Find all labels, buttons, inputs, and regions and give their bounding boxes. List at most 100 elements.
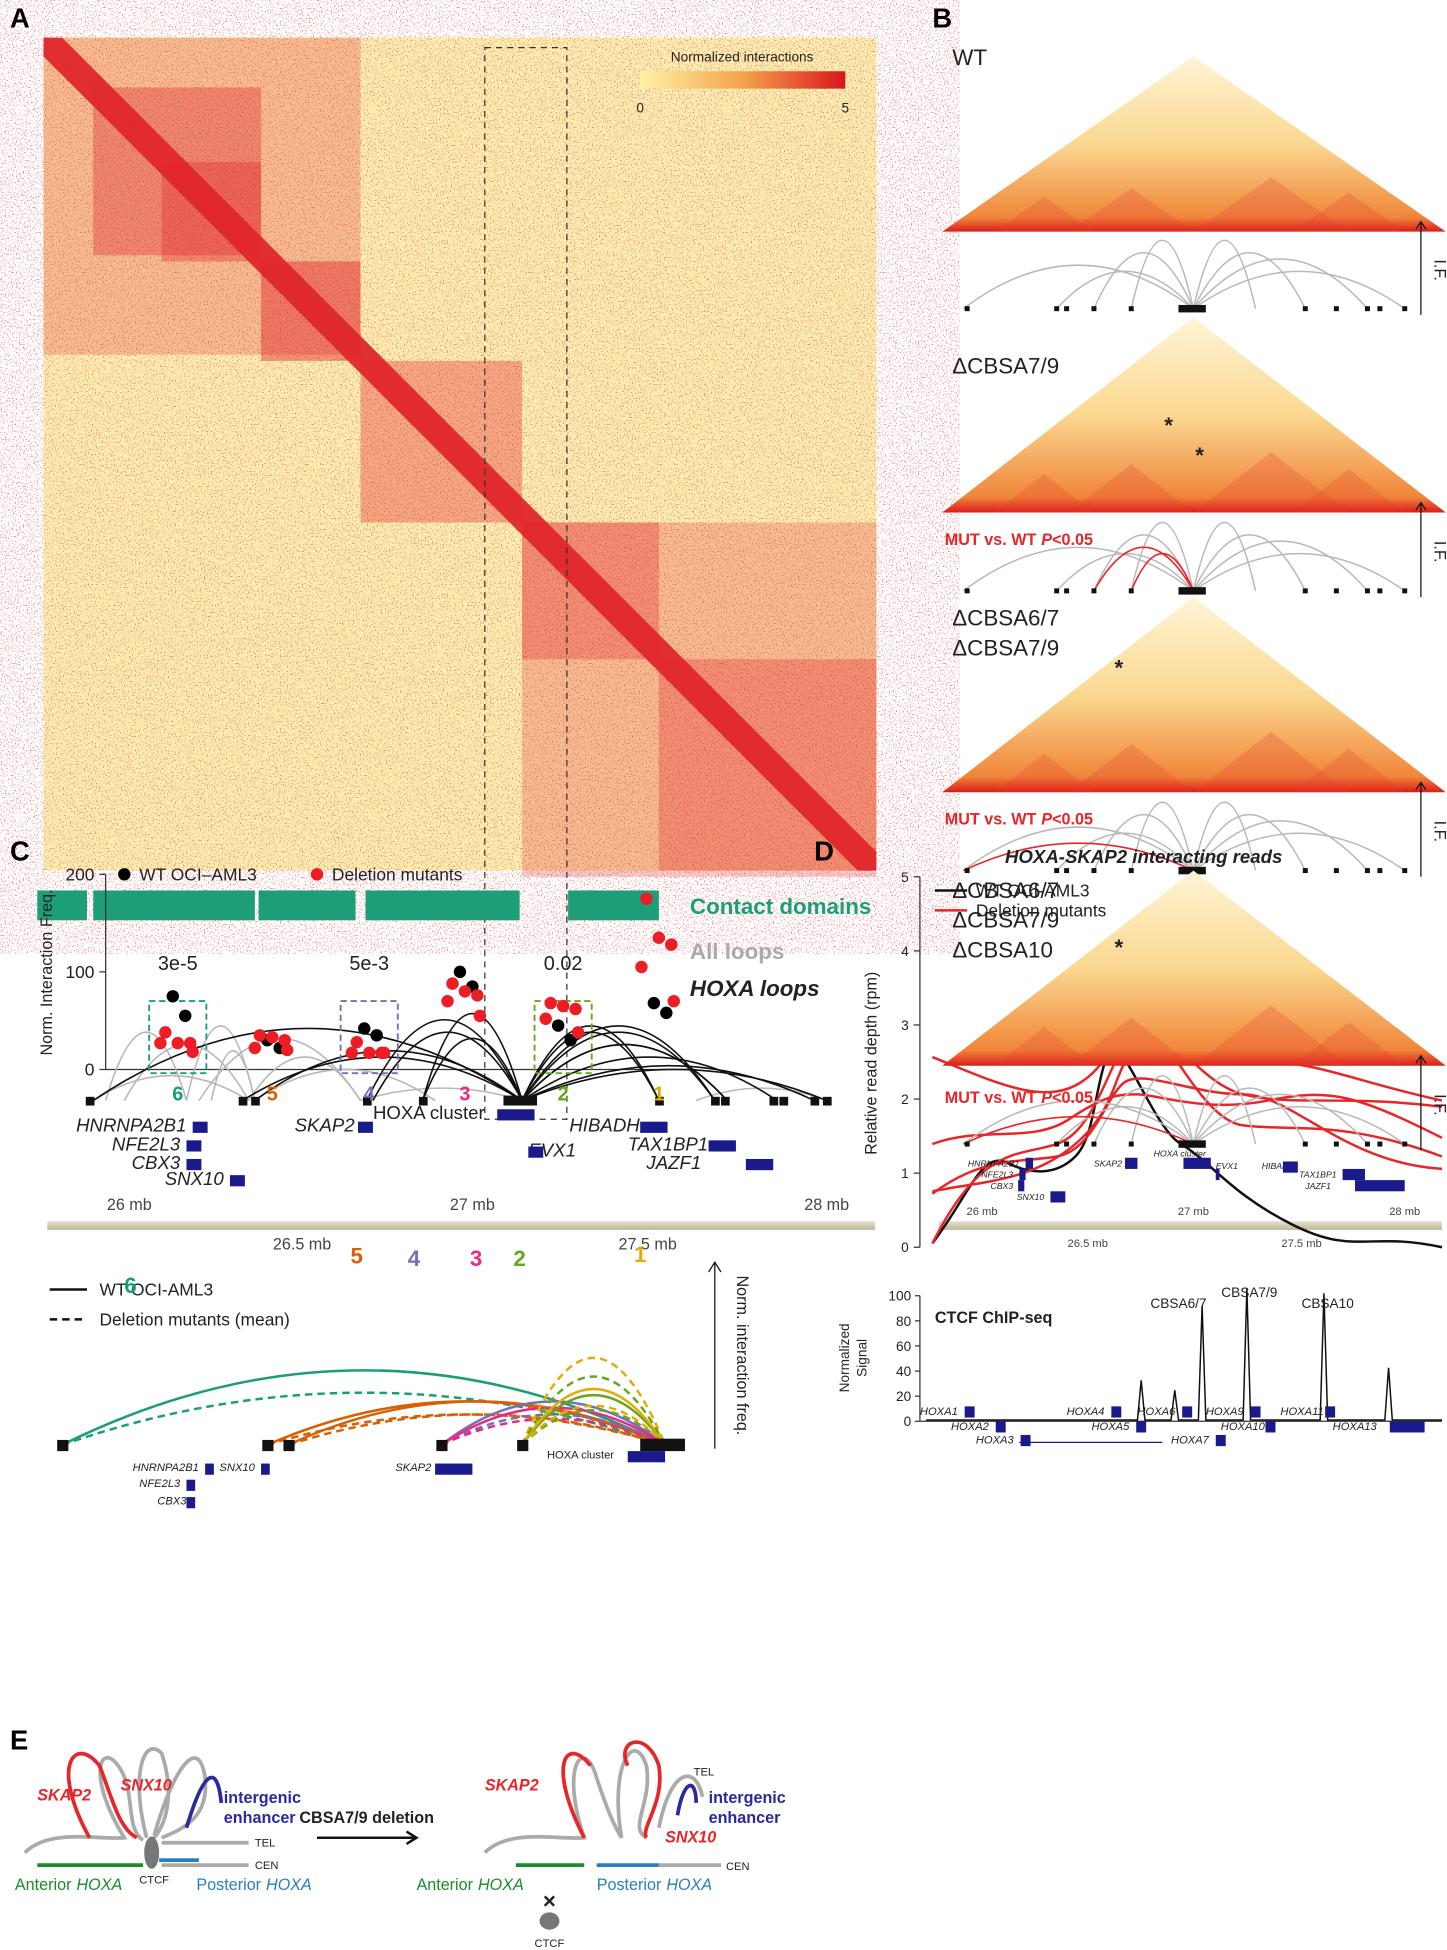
- gene-model: [497, 1109, 535, 1121]
- gene-model: [1215, 1168, 1220, 1181]
- gene-model: [708, 1140, 736, 1152]
- star: *: [1114, 655, 1123, 680]
- gene-model: [1018, 1180, 1025, 1192]
- anchor-cluster: [640, 1438, 685, 1452]
- star: *: [1164, 413, 1173, 438]
- loop: [1192, 1075, 1257, 1145]
- hoxa-name: HOXA: [266, 1876, 312, 1894]
- sig-p: P: [1041, 1089, 1052, 1107]
- sig-p: P: [1041, 531, 1052, 549]
- gene-label: HOXA2: [951, 1421, 990, 1433]
- loop: [1192, 552, 1406, 592]
- hoxa-name: HOXA: [76, 1876, 122, 1894]
- gene-model: [1182, 1406, 1193, 1418]
- loop: [521, 1408, 666, 1446]
- loop: [521, 1056, 778, 1102]
- anchor: [964, 588, 970, 594]
- anchor: [418, 1096, 428, 1106]
- genome-bar: [938, 1221, 1443, 1230]
- if-label: I.F.: [1431, 541, 1447, 563]
- gene-model: [995, 1421, 1006, 1433]
- contact-triangle: [942, 597, 1446, 793]
- enhancer-label: enhancer: [224, 1809, 297, 1827]
- gene-model: [1355, 1180, 1405, 1192]
- condition-label: ΔCBSA6/7: [952, 606, 1059, 631]
- loop: [440, 1400, 666, 1446]
- sub-domain: [1292, 748, 1405, 793]
- anchor: [1364, 1141, 1370, 1147]
- sig-suffix: <0.05: [1052, 1089, 1093, 1107]
- dot: [154, 1036, 167, 1050]
- condition-label: ΔCBSA10: [952, 938, 1053, 963]
- gene-model: [1020, 1434, 1031, 1447]
- loop: [247, 1056, 362, 1101]
- hoxa-name: HOXA: [478, 1876, 524, 1894]
- anchor: [1402, 1141, 1408, 1147]
- anchor: [362, 1096, 372, 1106]
- loop: [287, 1400, 666, 1447]
- loop: [1192, 832, 1406, 872]
- gene-label: NFE2L3: [981, 1170, 1013, 1180]
- gene-model: [1250, 1406, 1261, 1418]
- anchor: [1054, 306, 1060, 312]
- arrow-label: CBSA7/9 deletion: [299, 1809, 434, 1827]
- sub-domain: [1193, 177, 1349, 232]
- panel-label: B: [932, 3, 952, 34]
- cen-label: CEN: [726, 1861, 750, 1873]
- gene-model: [1050, 1191, 1066, 1203]
- y-axis-label: Relative read depth (rpm): [862, 972, 880, 1155]
- y-tick-label: 5: [901, 870, 909, 885]
- anchor: [57, 1439, 69, 1452]
- tel-label: TEL: [694, 1767, 714, 1779]
- y-tick-label: 100: [65, 962, 94, 982]
- y-tick-label: 100: [888, 1289, 911, 1304]
- anchor: [769, 1096, 779, 1106]
- sub-domain: [1069, 188, 1194, 232]
- gene-label: HOXA11: [1280, 1406, 1323, 1418]
- loop: [360, 1087, 523, 1102]
- sub-domain: [1069, 464, 1194, 513]
- loop: [521, 1394, 667, 1446]
- anchor-cluster: [1178, 866, 1206, 875]
- sub-domain: [1069, 743, 1194, 793]
- tel-label: TEL: [255, 1837, 276, 1849]
- anchor: [964, 1141, 970, 1147]
- anchor: [1333, 588, 1339, 594]
- loop: [1130, 239, 1195, 309]
- highlight-box: [339, 1000, 399, 1075]
- hoxa-label: Anterior HOXA: [15, 1876, 122, 1894]
- dot: [660, 1006, 673, 1020]
- condition-label: ΔCBSA7/9: [952, 353, 1059, 378]
- gene-label: SNX10: [121, 1776, 172, 1794]
- sig-label: MUT vs. WT P<0.05: [945, 531, 1093, 549]
- loop: [1056, 270, 1194, 310]
- contact-triangle: [942, 317, 1446, 513]
- axis-label: 26.5 mb: [273, 1236, 331, 1254]
- enhancer-label: enhancer: [709, 1809, 782, 1827]
- loop: [1093, 546, 1195, 592]
- dot: [635, 960, 648, 974]
- dot: [358, 1022, 371, 1035]
- loop: [365, 1018, 523, 1101]
- arc-label: 4: [408, 1246, 421, 1271]
- category-label: 4: [364, 1084, 375, 1106]
- dot: [544, 996, 557, 1010]
- anchor: [1302, 1141, 1308, 1147]
- dot: [345, 1046, 359, 1060]
- arrow: [316, 1830, 419, 1846]
- layout: [23, 37, 1443, 1930]
- loop: [1192, 1106, 1406, 1145]
- gene-label: HOXA5: [1091, 1421, 1130, 1433]
- anchor: [1402, 306, 1408, 312]
- loop: [1093, 814, 1195, 871]
- loop: [1056, 1106, 1194, 1145]
- gene-label: HOXA13: [1333, 1421, 1378, 1433]
- loop: [372, 1031, 523, 1101]
- highlight-box: [148, 1000, 208, 1075]
- loop: [521, 1068, 827, 1102]
- legend-label: WT OCI–AML3: [139, 865, 257, 885]
- anchor: [1364, 868, 1370, 874]
- legend-label: Deletion mutants: [332, 865, 463, 885]
- anchor: [1402, 868, 1408, 874]
- loop: [962, 1099, 1194, 1145]
